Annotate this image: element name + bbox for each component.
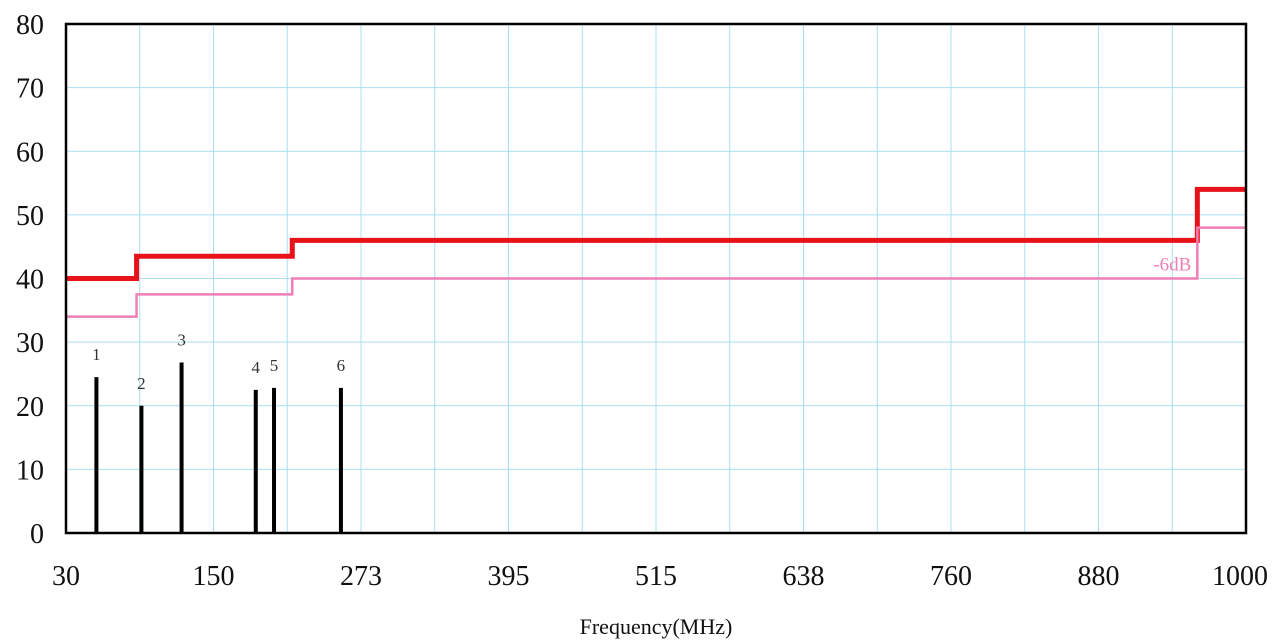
marker-label: 4	[252, 358, 261, 377]
y-tick-label: 30	[16, 328, 44, 359]
y-tick-label: 10	[16, 455, 44, 486]
y-tick-label: 80	[16, 10, 44, 41]
y-tick-label: 40	[16, 265, 44, 296]
x-tick-label: 150	[193, 561, 235, 592]
y-tick-label: 20	[16, 392, 44, 423]
limit-line	[66, 186, 1246, 281]
emission-markers: 1 2 3 4 5 6	[92, 330, 345, 533]
x-tick-label: 515	[635, 561, 677, 592]
x-axis-ticks: 30 150 273 395 515 638 760 880 1000	[52, 561, 1268, 592]
x-axis-label: Frequency(MHz)	[580, 614, 733, 639]
x-tick-label: 30	[52, 561, 80, 592]
marker-label: 1	[92, 345, 101, 364]
y-tick-label: 60	[16, 137, 44, 168]
x-tick-label: 1000	[1212, 561, 1268, 592]
x-tick-label: 760	[930, 561, 972, 592]
y-tick-label: 70	[16, 74, 44, 105]
limit-lines: -6dB	[66, 186, 1246, 318]
x-tick-label: 395	[488, 561, 530, 592]
y-tick-label: 0	[30, 519, 44, 550]
marker-label: 6	[337, 356, 346, 375]
marker-label: 2	[137, 374, 146, 393]
marker-label: 5	[270, 356, 279, 375]
x-tick-label: 638	[783, 561, 825, 592]
y-axis-ticks: 0 10 20 30 40 50 60 70 80	[16, 10, 44, 550]
limit-minus-6db-line	[66, 226, 1246, 318]
x-tick-label: 880	[1078, 561, 1120, 592]
y-tick-label: 50	[16, 201, 44, 232]
x-tick-label: 273	[340, 561, 382, 592]
marker-label: 3	[177, 330, 186, 349]
plot-frame	[64, 22, 1248, 535]
limit-offset-label: -6dB	[1153, 255, 1191, 276]
